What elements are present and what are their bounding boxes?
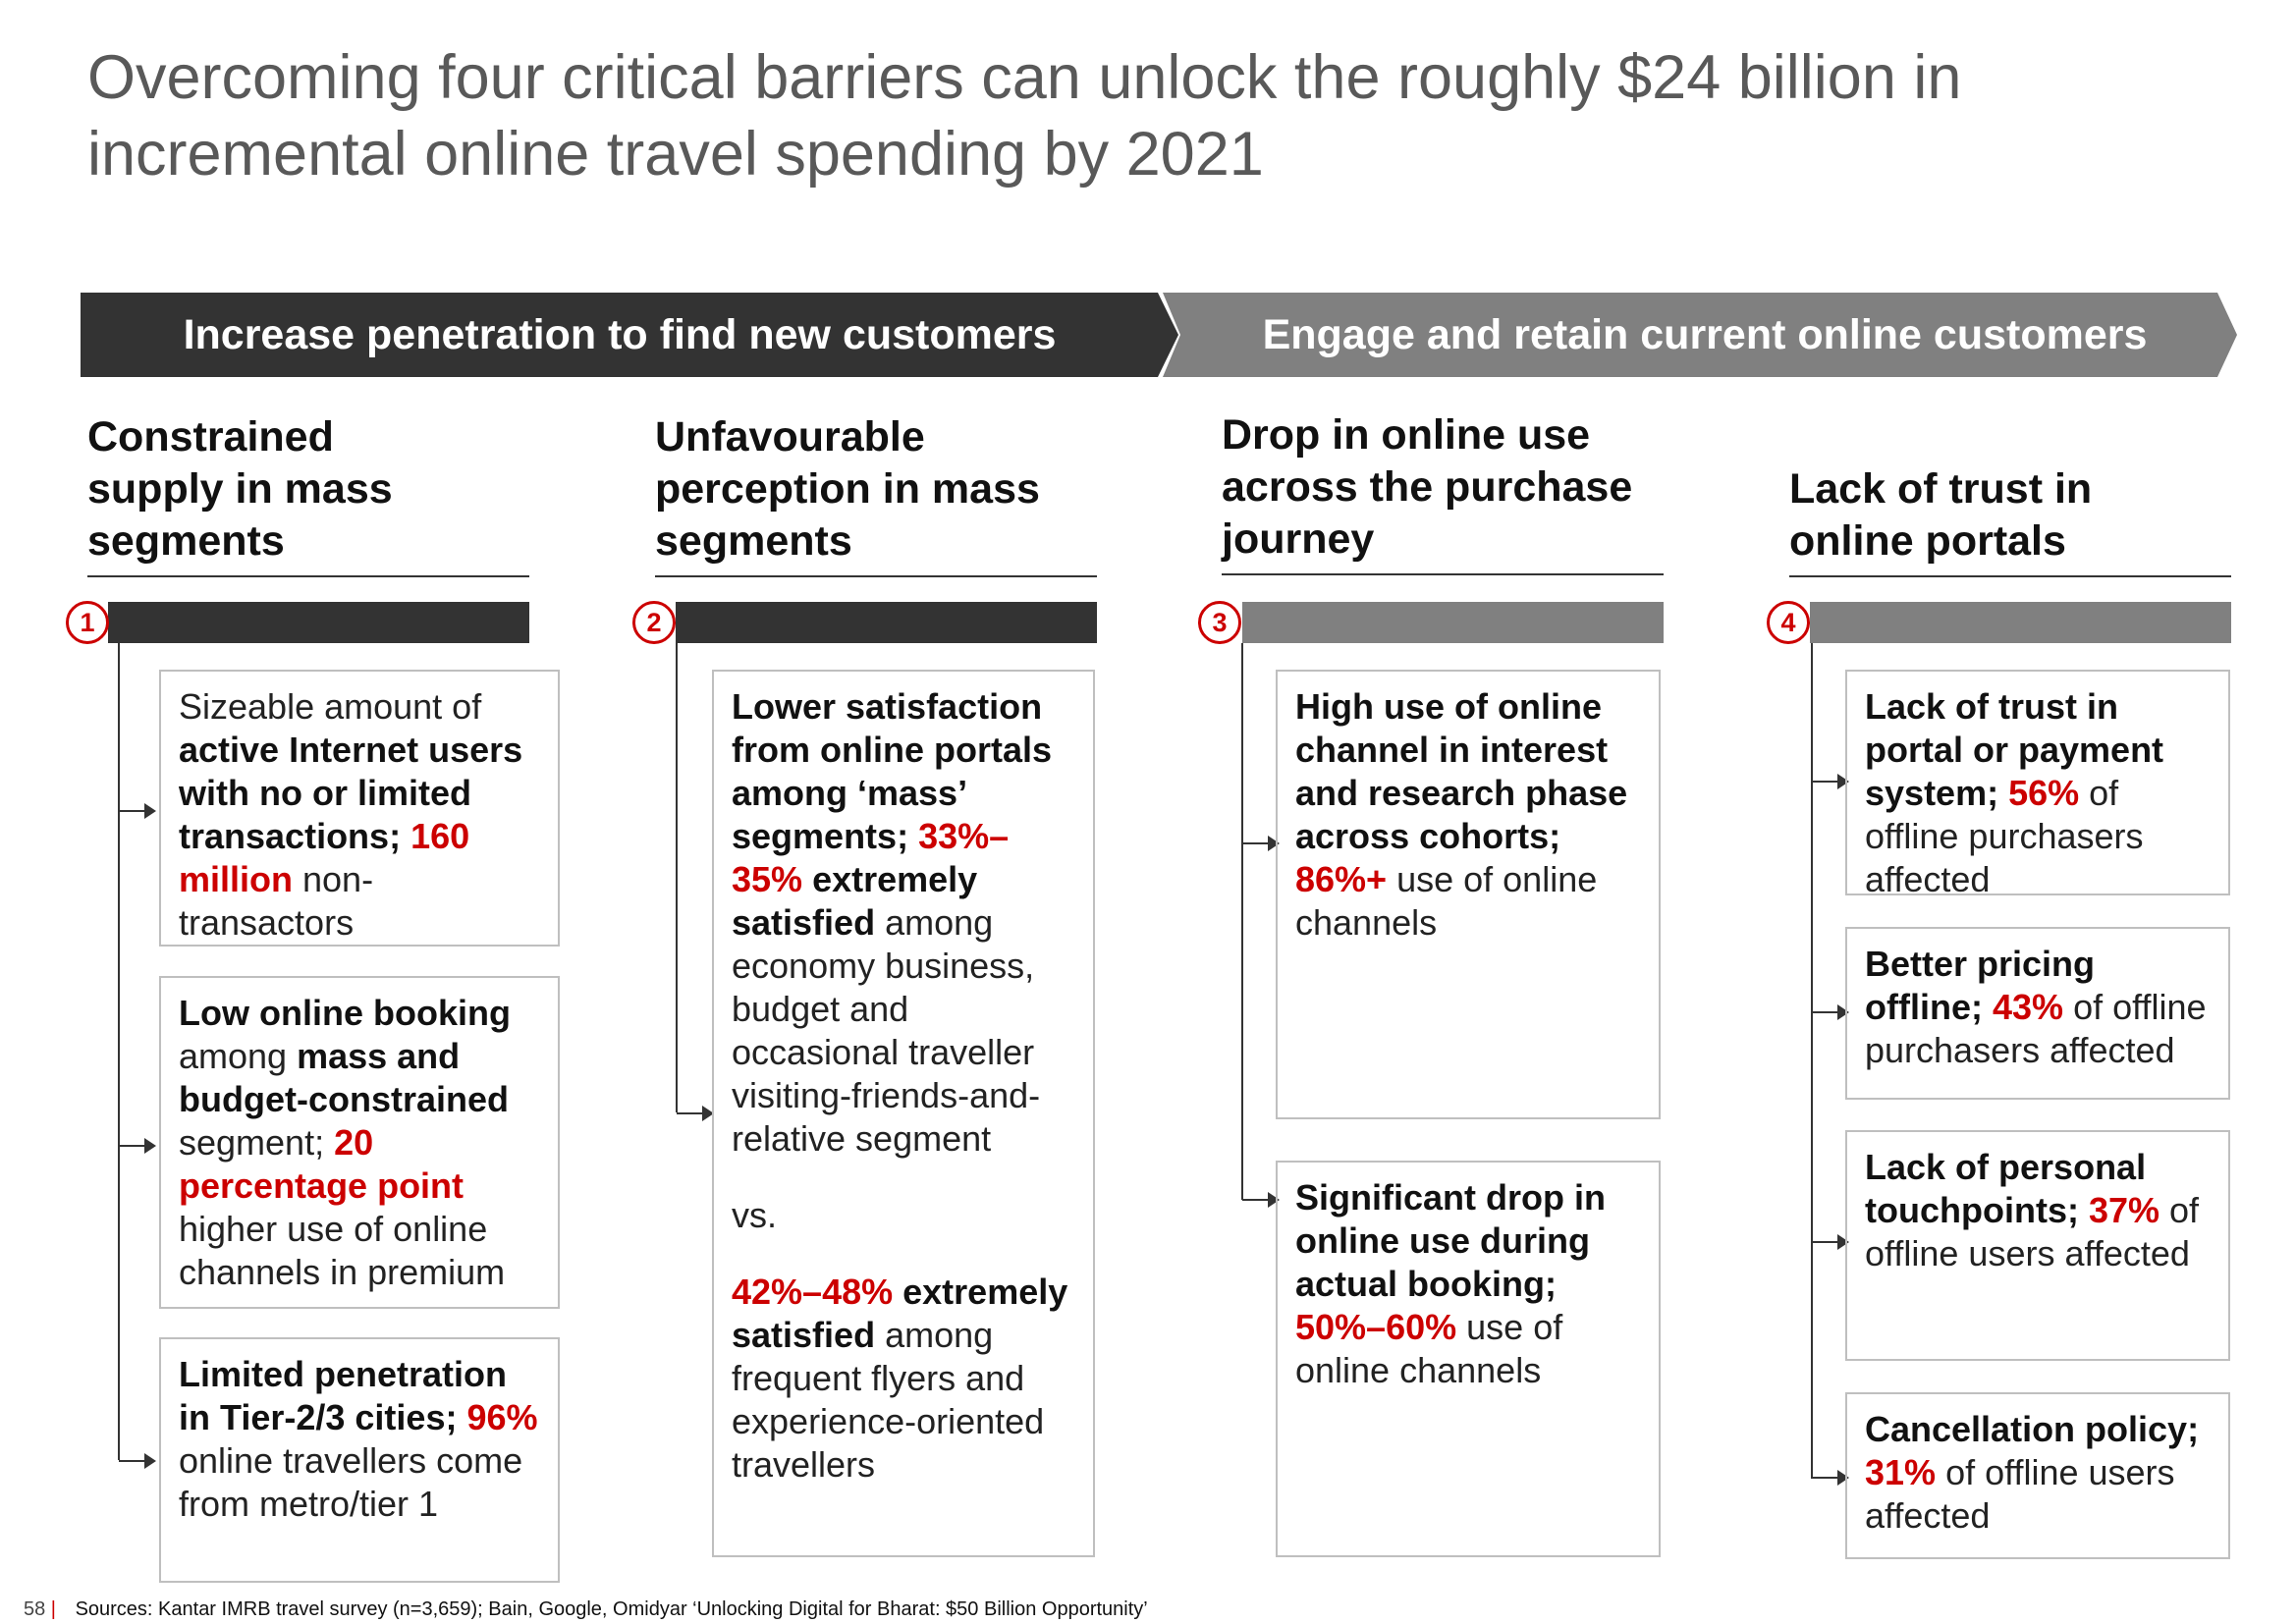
page-separator: |	[45, 1598, 62, 1620]
column-4-arrow-3	[1812, 1234, 1849, 1250]
column-1-heading: Constrained supply in mass segments	[87, 410, 529, 577]
column-3-arrow-2	[1242, 1192, 1280, 1208]
column-2-heading-text: Unfavourable perception in mass segments	[655, 413, 1040, 565]
body-text: of offline purchasers affected	[1865, 987, 2207, 1070]
column-3-arrow-1	[1242, 836, 1280, 851]
banner-right-label: Engage and retain current online custome…	[1262, 310, 2148, 358]
highlight-stat: 20 percentage point	[179, 1122, 465, 1206]
body-text: among	[179, 1036, 298, 1076]
highlight-stat: 56%	[2008, 773, 2080, 813]
column-4-bar	[1810, 602, 2231, 643]
emphasis-text: High use of online channel in interest a…	[1295, 686, 1628, 856]
highlight-stat: 37%	[2088, 1190, 2160, 1230]
column-1-bar	[108, 602, 529, 643]
column-2-number-badge: 2	[632, 601, 676, 644]
column-4-arrow-2	[1812, 1004, 1849, 1020]
body-text	[2079, 1190, 2089, 1230]
barrier-box: Significant drop in online use during ac…	[1276, 1161, 1661, 1557]
column-2-connector	[676, 643, 678, 1112]
body-text: use of online channels	[1295, 1307, 1563, 1390]
body-text: higher use of online channels in premium	[179, 1209, 506, 1292]
highlight-stat: 96%	[466, 1397, 538, 1437]
body-text: of offline users affected	[1865, 1190, 2200, 1273]
body-text	[1998, 773, 2008, 813]
emphasis-text: Cancellation policy;	[1865, 1409, 2200, 1449]
banner-engage-retain: Engage and retain current online custome…	[1163, 293, 2237, 377]
emphasis-text: mass and budget-constrained	[179, 1036, 510, 1119]
column-3-heading-text: Drop in online use across the purchase j…	[1222, 411, 1633, 563]
body-text	[908, 816, 918, 856]
highlight-stat: 50%–60%	[1295, 1307, 1457, 1347]
barrier-box: High use of online channel in interest a…	[1276, 670, 1661, 1119]
emphasis-text: Lack of personal touchpoints;	[1865, 1147, 2147, 1230]
body-text: segment;	[179, 1122, 335, 1163]
emphasis-text: Significant drop in online use during ac…	[1295, 1177, 1606, 1304]
emphasis-text: Lower satisfaction from online portals a…	[732, 686, 1053, 856]
column-4-arrow-4	[1812, 1470, 1849, 1486]
emphasis-text: extremely satisfied	[732, 859, 978, 943]
body-text: online travellers come from metro/tier 1	[179, 1440, 523, 1524]
column-1-arrow-1	[119, 803, 156, 819]
column-2-bar	[676, 602, 1097, 643]
column-2-heading: Unfavourable perception in mass segments	[655, 410, 1097, 577]
barrier-box: Sizeable amount of active Internet users…	[159, 670, 560, 947]
column-3-heading: Drop in online use across the purchase j…	[1222, 408, 1664, 575]
column-3-number-badge: 3	[1198, 601, 1241, 644]
body-text: of offline purchasers affected	[1865, 773, 2144, 899]
page-number: 58	[24, 1598, 46, 1620]
barrier-box: Cancellation policy; 31% of offline user…	[1845, 1392, 2230, 1559]
highlight-stat: 31%	[1865, 1452, 1937, 1492]
column-4-heading: Lack of trust in online portals	[1789, 410, 2231, 577]
body-text	[1983, 987, 1993, 1027]
highlight-stat: 33%–35%	[732, 816, 1010, 899]
footer: 58 | Sources: Kantar IMRB travel survey …	[24, 1598, 1148, 1621]
body-text: Sizeable amount of	[179, 686, 482, 727]
column-4-heading-text: Lack of trust in online portals	[1789, 465, 2093, 565]
barrier-box: Lack of personal touchpoints; 37% of off…	[1845, 1130, 2230, 1361]
column-2-arrow-1	[677, 1106, 714, 1121]
body-text: among frequent flyers and experience-ori…	[732, 1315, 1045, 1485]
highlight-stat: 86%+	[1295, 859, 1388, 899]
body-text: use of online channels	[1295, 859, 1598, 943]
highlight-stat: 43%	[1993, 987, 2064, 1027]
barrier-box: Low online booking among mass and budget…	[159, 976, 560, 1309]
column-4-connector	[1811, 643, 1813, 1479]
body-text: vs.	[732, 1195, 778, 1235]
column-3-bar	[1242, 602, 1664, 643]
column-4-number-badge: 4	[1767, 601, 1810, 644]
sources-note: Sources: Kantar IMRB travel survey (n=3,…	[75, 1598, 1148, 1620]
emphasis-text: Better pricing offline;	[1865, 944, 2096, 1027]
column-1-arrow-3	[119, 1453, 156, 1469]
body-text: of offline users affected	[1865, 1452, 2175, 1536]
column-1-connector	[118, 643, 120, 1460]
highlight-stat: 160 million	[179, 816, 470, 899]
body-text	[457, 1397, 466, 1437]
column-1-heading-text: Constrained supply in mass segments	[87, 413, 393, 565]
column-4-arrow-1	[1812, 774, 1849, 789]
column-1-arrow-2	[119, 1138, 156, 1154]
body-text	[401, 816, 410, 856]
emphasis-text: Limited penetration in Tier-2/3 cities;	[179, 1354, 508, 1437]
barrier-box: Limited penetration in Tier-2/3 cities; …	[159, 1337, 560, 1583]
body-text: non-transactors	[179, 859, 374, 943]
body-text: among economy business, budget and occas…	[732, 902, 1041, 1159]
emphasis-text: extremely satisfied	[732, 1272, 1068, 1355]
slide-title: Overcoming four critical barriers can un…	[87, 43, 1962, 189]
banner-increase-penetration: Increase penetration to find new custome…	[81, 293, 1178, 377]
emphasis-text: active Internet users with no or limited…	[179, 730, 523, 856]
highlight-stat: 42%–48%	[732, 1272, 894, 1312]
barrier-box: Lower satisfaction from online portals a…	[712, 670, 1095, 1557]
column-3-connector	[1241, 643, 1243, 1200]
banner-left-label: Increase penetration to find new custome…	[183, 310, 1057, 358]
barrier-box: Better pricing offline; 43% of offline p…	[1845, 927, 2230, 1100]
emphasis-text: Lack of trust in portal or payment syste…	[1865, 686, 2164, 813]
emphasis-text: Low online booking	[179, 993, 511, 1033]
column-1-number-badge: 1	[66, 601, 109, 644]
barrier-box: Lack of trust in portal or payment syste…	[1845, 670, 2230, 899]
